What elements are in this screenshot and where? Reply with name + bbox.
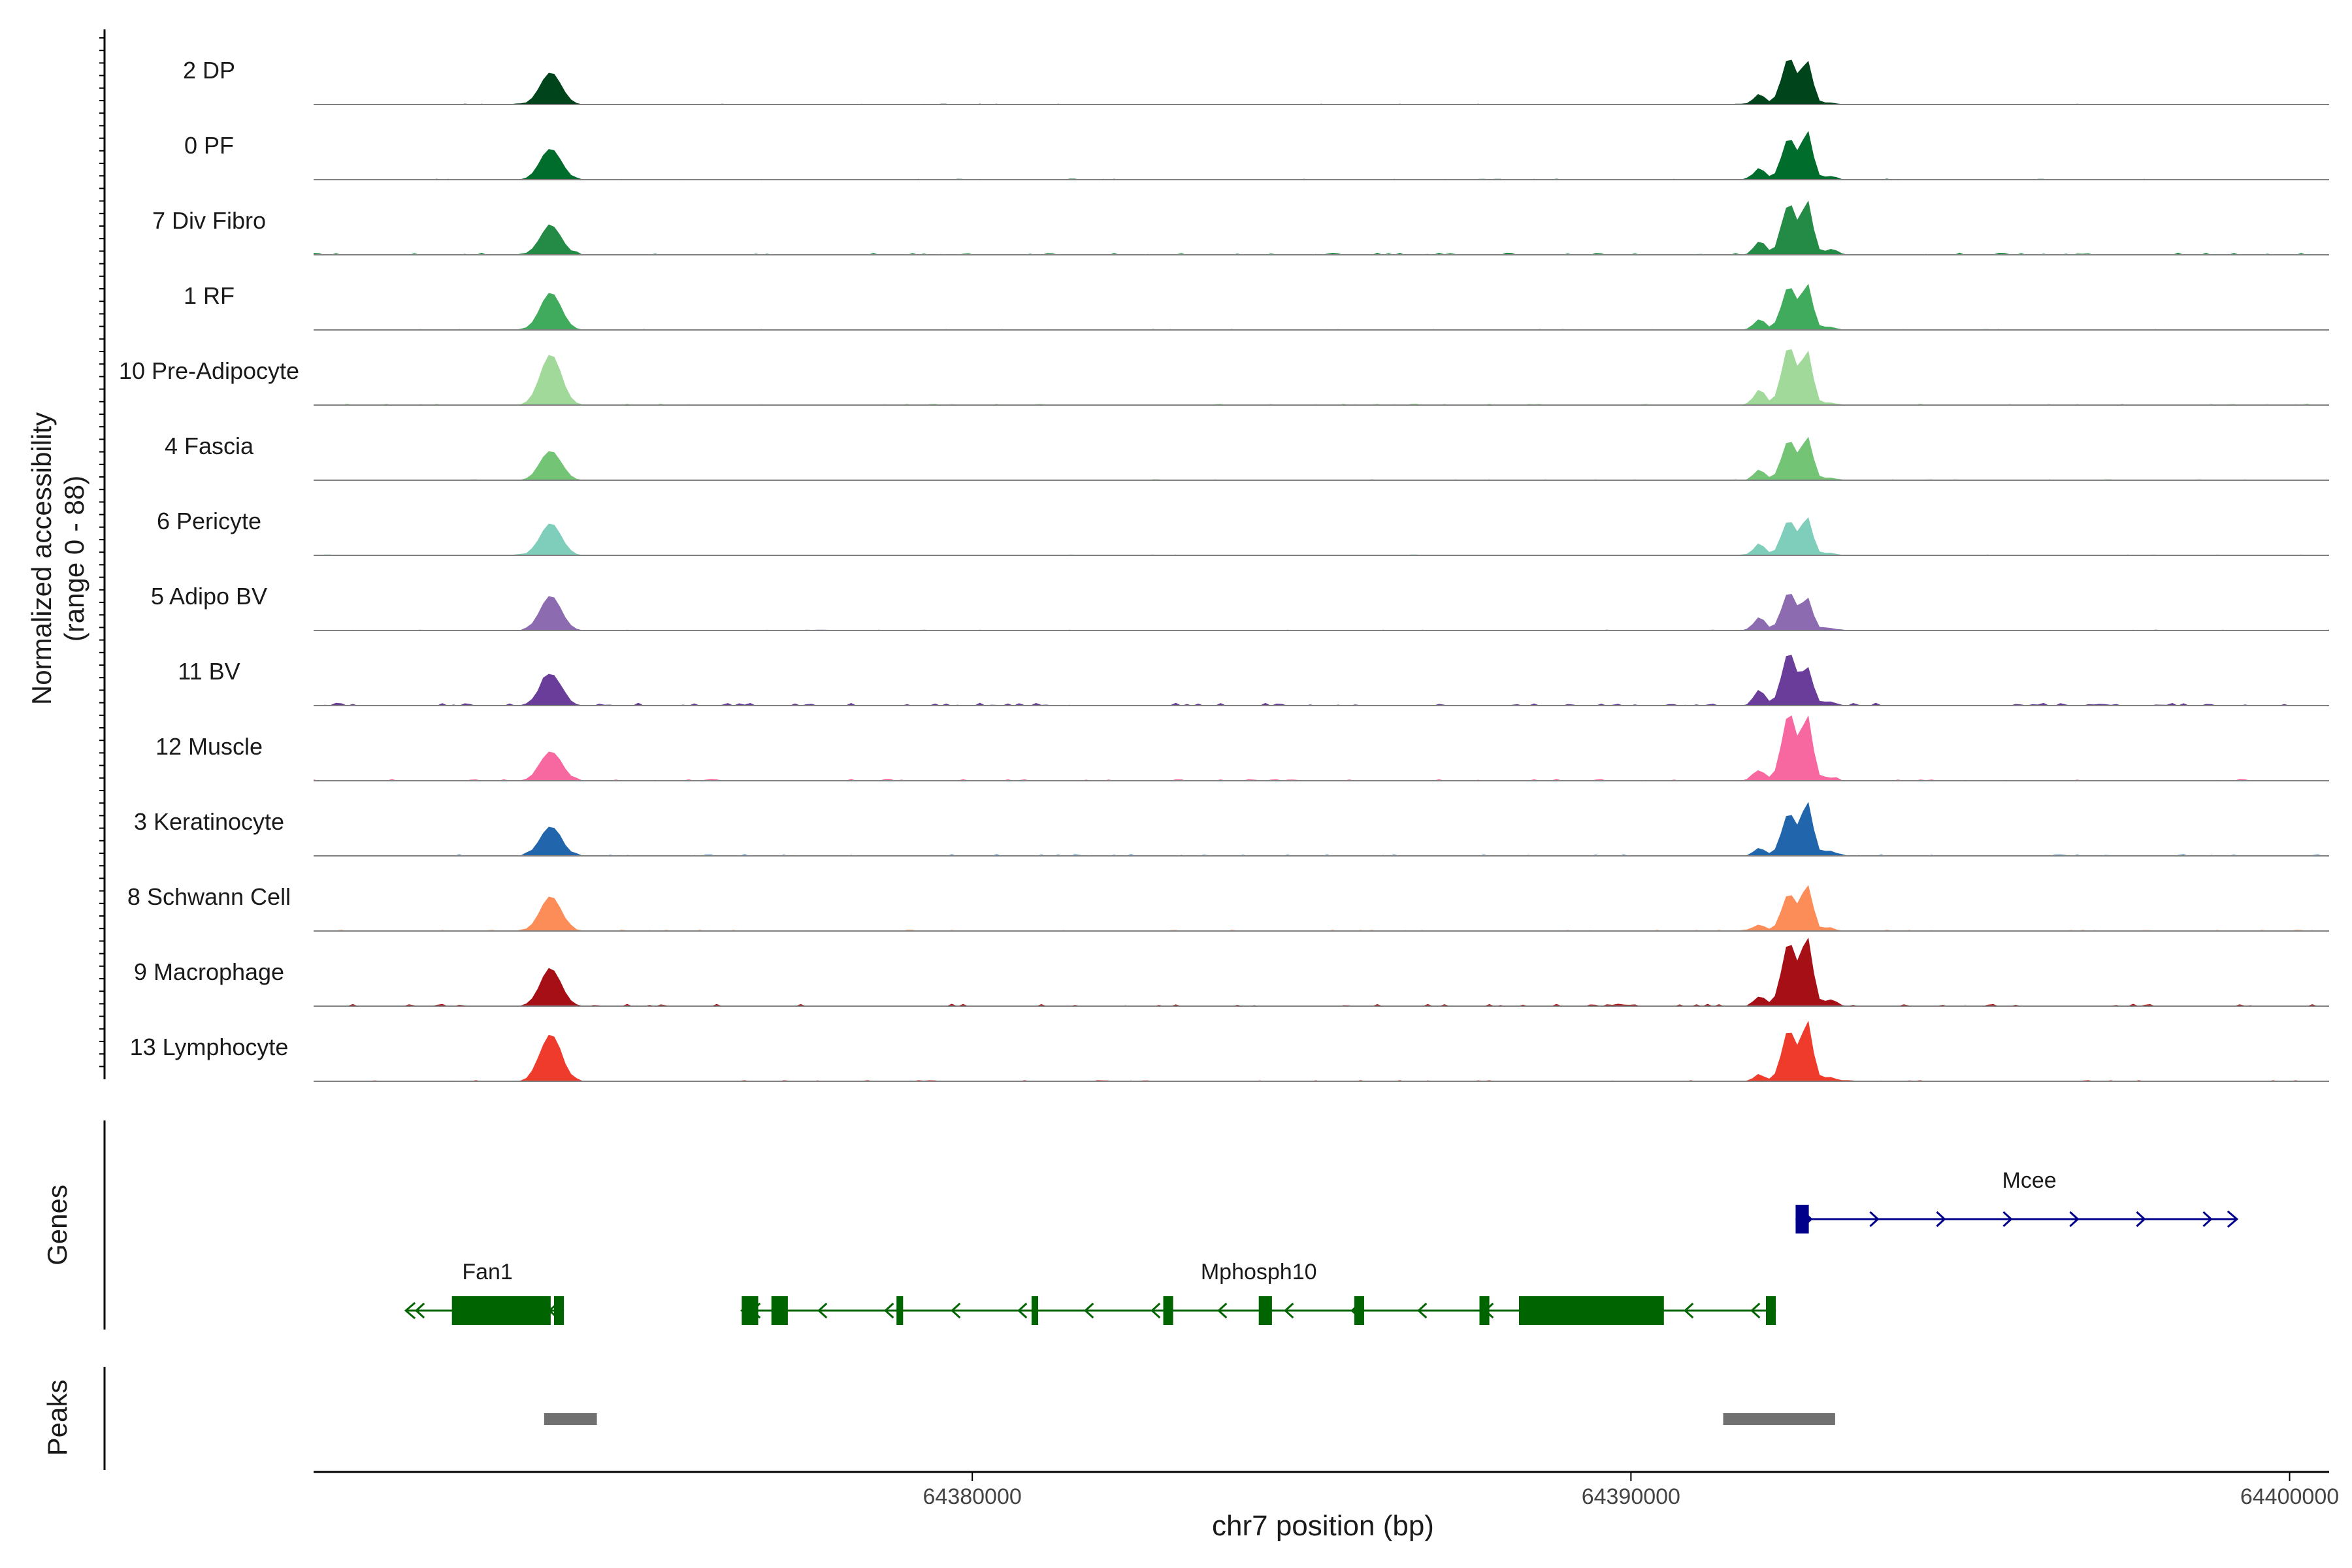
track-label: 11 BV (178, 658, 240, 685)
accessibility-axis-label-line1: Normalized accessibility (26, 412, 57, 705)
x-tick-label: 64400000 (2240, 1484, 2339, 1509)
track-3: 7 Div Fibro (152, 200, 2329, 255)
track-signal (314, 349, 2329, 405)
strand-arrow (1936, 1211, 1946, 1228)
track-9: 11 BV (178, 655, 2329, 706)
exon (1519, 1296, 1664, 1325)
exon (554, 1296, 564, 1325)
gene-name: Fan1 (462, 1260, 513, 1284)
strand-arrow (1217, 1302, 1228, 1319)
track-8: 5 Adipo BV (151, 583, 2329, 631)
x-axis-title: chr7 position (bp) (1212, 1510, 1434, 1542)
track-signal (314, 655, 2329, 706)
strand-arrow (1284, 1302, 1294, 1319)
strand-arrow (2069, 1211, 2080, 1228)
track-5: 10 Pre-Adipocyte (119, 349, 2329, 406)
track-10: 12 Muscle (155, 715, 2329, 781)
exon (1795, 1205, 1809, 1233)
exon (451, 1296, 551, 1325)
peaks-track (544, 1413, 1835, 1425)
exon (1163, 1296, 1173, 1325)
track-signal (314, 594, 2329, 630)
accessibility-axis-ticks (99, 37, 105, 1068)
accessibility-tracks: 2 DP 0 PF 7 Div Fibro 1 RF 10 Pre-Adipocyte 4… (119, 57, 2329, 1082)
strand-arrow (1417, 1302, 1428, 1319)
strand-arrow (1750, 1302, 1761, 1319)
strand-arrow (2136, 1211, 2146, 1228)
strand-arrow (1869, 1211, 1880, 1228)
track-1: 2 DP (183, 57, 2329, 105)
strand-arrow (1151, 1302, 1161, 1319)
genes-track: Mcee Fan1 Mphosph10 (404, 1168, 2239, 1325)
track-label: 12 Muscle (155, 733, 263, 760)
exon (896, 1296, 904, 1325)
genes-track-label: Genes (42, 1184, 73, 1266)
x-tick-label: 64380000 (923, 1484, 1022, 1509)
track-label: 5 Adipo BV (151, 583, 267, 610)
strand-arrow (1017, 1302, 1028, 1319)
gene-mcee: Mcee (1795, 1168, 2239, 1233)
strand-arrow (414, 1302, 425, 1319)
track-label: 10 Pre-Adipocyte (119, 357, 299, 384)
exon (742, 1296, 759, 1325)
track-2: 0 PF (184, 131, 2329, 180)
track-12: 8 Schwann Cell (127, 883, 2329, 932)
track-signal (314, 1021, 2329, 1081)
track-label: 9 Macrophage (134, 958, 284, 985)
track-signal (314, 517, 2329, 555)
track-signal (314, 715, 2329, 781)
exon (1354, 1296, 1364, 1325)
exon (1031, 1296, 1038, 1325)
track-label: 0 PF (184, 132, 234, 159)
exon (1766, 1296, 1776, 1325)
gene-name: Mphosph10 (1201, 1260, 1317, 1284)
track-signal (314, 802, 2329, 856)
track-signal (314, 59, 2329, 105)
track-label: 7 Div Fibro (152, 207, 266, 234)
track-7: 6 Pericyte (157, 508, 2329, 556)
track-label: 4 Fascia (165, 433, 254, 459)
strand-arrow (1684, 1302, 1694, 1319)
gene-mphosph10: Mphosph10 (740, 1260, 1776, 1325)
strand-arrow (817, 1302, 828, 1319)
track-14: 13 Lymphocyte (130, 1021, 2329, 1082)
left-axis-lines (99, 29, 106, 1470)
exon (1479, 1296, 1490, 1325)
strand-arrow (1084, 1302, 1094, 1319)
track-signal (314, 436, 2329, 480)
strand-arrow (2002, 1211, 2013, 1228)
strand-arrow (884, 1302, 894, 1319)
track-label: 1 RF (184, 282, 235, 309)
track-6: 4 Fascia (165, 433, 2329, 481)
track-label: 2 DP (183, 57, 235, 84)
strand-end-arrow (404, 1301, 416, 1320)
track-label: 13 Lymphocyte (130, 1034, 289, 1060)
strand-arrow (2202, 1211, 2213, 1228)
track-signal (314, 284, 2329, 330)
track-13: 9 Macrophage (134, 938, 2329, 1007)
track-label: 3 Keratinocyte (134, 808, 284, 835)
peaks-track-label: Peaks (42, 1380, 73, 1456)
peak-region (544, 1413, 597, 1425)
gene-fan1: Fan1 (404, 1260, 564, 1325)
x-axis: 64380000 64390000 64400000 (314, 1471, 2339, 1509)
strand-arrow (951, 1302, 961, 1319)
gene-name: Mcee (2002, 1168, 2057, 1193)
peak-region (1723, 1413, 1835, 1425)
strand-end-arrow (2227, 1210, 2239, 1228)
track-4: 1 RF (184, 282, 2329, 331)
track-11: 3 Keratinocyte (134, 802, 2329, 857)
exon (771, 1296, 788, 1325)
track-signal (314, 938, 2329, 1006)
track-label: 6 Pericyte (157, 508, 261, 534)
track-label: 8 Schwann Cell (127, 883, 291, 910)
accessibility-axis-label-line2: (range 0 - 88) (59, 476, 90, 642)
track-signal (314, 131, 2329, 180)
track-signal (314, 200, 2329, 255)
track-signal (314, 885, 2329, 931)
x-tick-label: 64390000 (1582, 1484, 1680, 1509)
exon (1258, 1296, 1272, 1325)
